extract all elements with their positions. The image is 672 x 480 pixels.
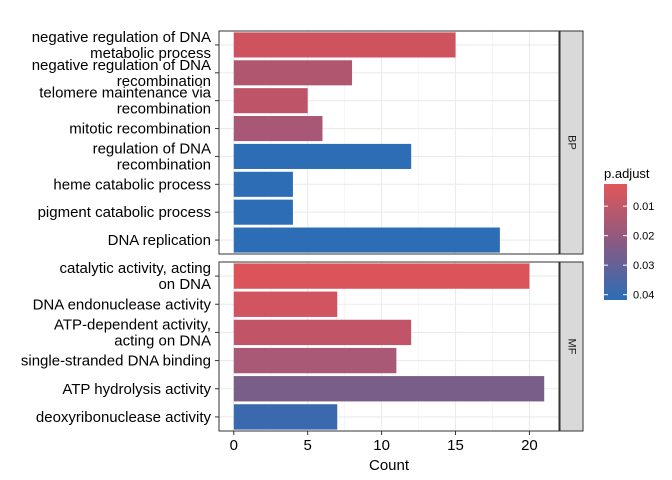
legend: p.adjust 0.01 0.02 0.03 0.04 [604, 166, 654, 302]
bar [233, 116, 323, 142]
x-tick-label: 20 [521, 437, 538, 454]
bar [233, 199, 293, 225]
strip-label: MF [566, 339, 578, 355]
panel-border [218, 261, 560, 432]
category-label: DNA replication [108, 232, 211, 249]
x-tick-label: 0 [230, 437, 238, 454]
category-label: pigment catabolic process [38, 204, 211, 221]
category-label: DNA endonuclease activity [33, 296, 212, 313]
category-label: mitotic recombination [69, 121, 211, 138]
strip [559, 30, 584, 255]
bar [233, 143, 412, 169]
x-tick-label: 15 [447, 437, 464, 454]
bar [233, 263, 530, 289]
legend-colorbar [604, 184, 627, 300]
category-label: negative regulation of DNA metabolic proc… [32, 29, 211, 62]
category-label: ATP hydrolysis activity [62, 381, 211, 398]
legend-label: 0.01 [633, 201, 654, 213]
bar [233, 319, 412, 346]
category-label: catalytic activity, acting on DNA [60, 260, 211, 293]
category-label: deoxyribonuclease activity [36, 409, 212, 426]
x-axis-title: Count [369, 457, 410, 474]
legend-label: 0.02 [633, 231, 654, 243]
legend-title: p.adjust [604, 166, 650, 181]
panel-mf: catalytic activity, acting on DNA DNA endo… [21, 260, 584, 432]
category-label: ATP-dependent activity, acting on DNA [54, 316, 211, 349]
bar [233, 404, 338, 430]
strip [559, 261, 584, 432]
x-axis: 0 5 10 15 20 [230, 431, 538, 454]
category-label: heme catabolic process [53, 176, 211, 193]
category-label: single-stranded DNA binding [21, 353, 211, 370]
panels: negative regulation of DNA metabolic proc… [21, 29, 584, 432]
bar [233, 60, 353, 86]
panel-bp: negative regulation of DNA metabolic proc… [32, 29, 584, 255]
x-tick-label: 10 [373, 437, 390, 454]
bar [233, 88, 308, 114]
category-label: negative regulation of DNA recombination [32, 57, 211, 90]
bar [233, 227, 500, 253]
panel-border [218, 30, 560, 255]
bar [233, 291, 338, 317]
category-label: regulation of DNA recombination [93, 140, 211, 173]
bar [233, 347, 397, 374]
legend-label: 0.03 [633, 260, 654, 272]
strip-label: BP [566, 135, 578, 150]
x-tick-label: 5 [304, 437, 312, 454]
legend-label: 0.04 [633, 290, 654, 302]
bar [233, 32, 456, 58]
bar [233, 376, 545, 402]
panel-background [219, 262, 559, 431]
category-label: telomere maintenance via recombination [39, 85, 211, 118]
bar [233, 171, 293, 197]
